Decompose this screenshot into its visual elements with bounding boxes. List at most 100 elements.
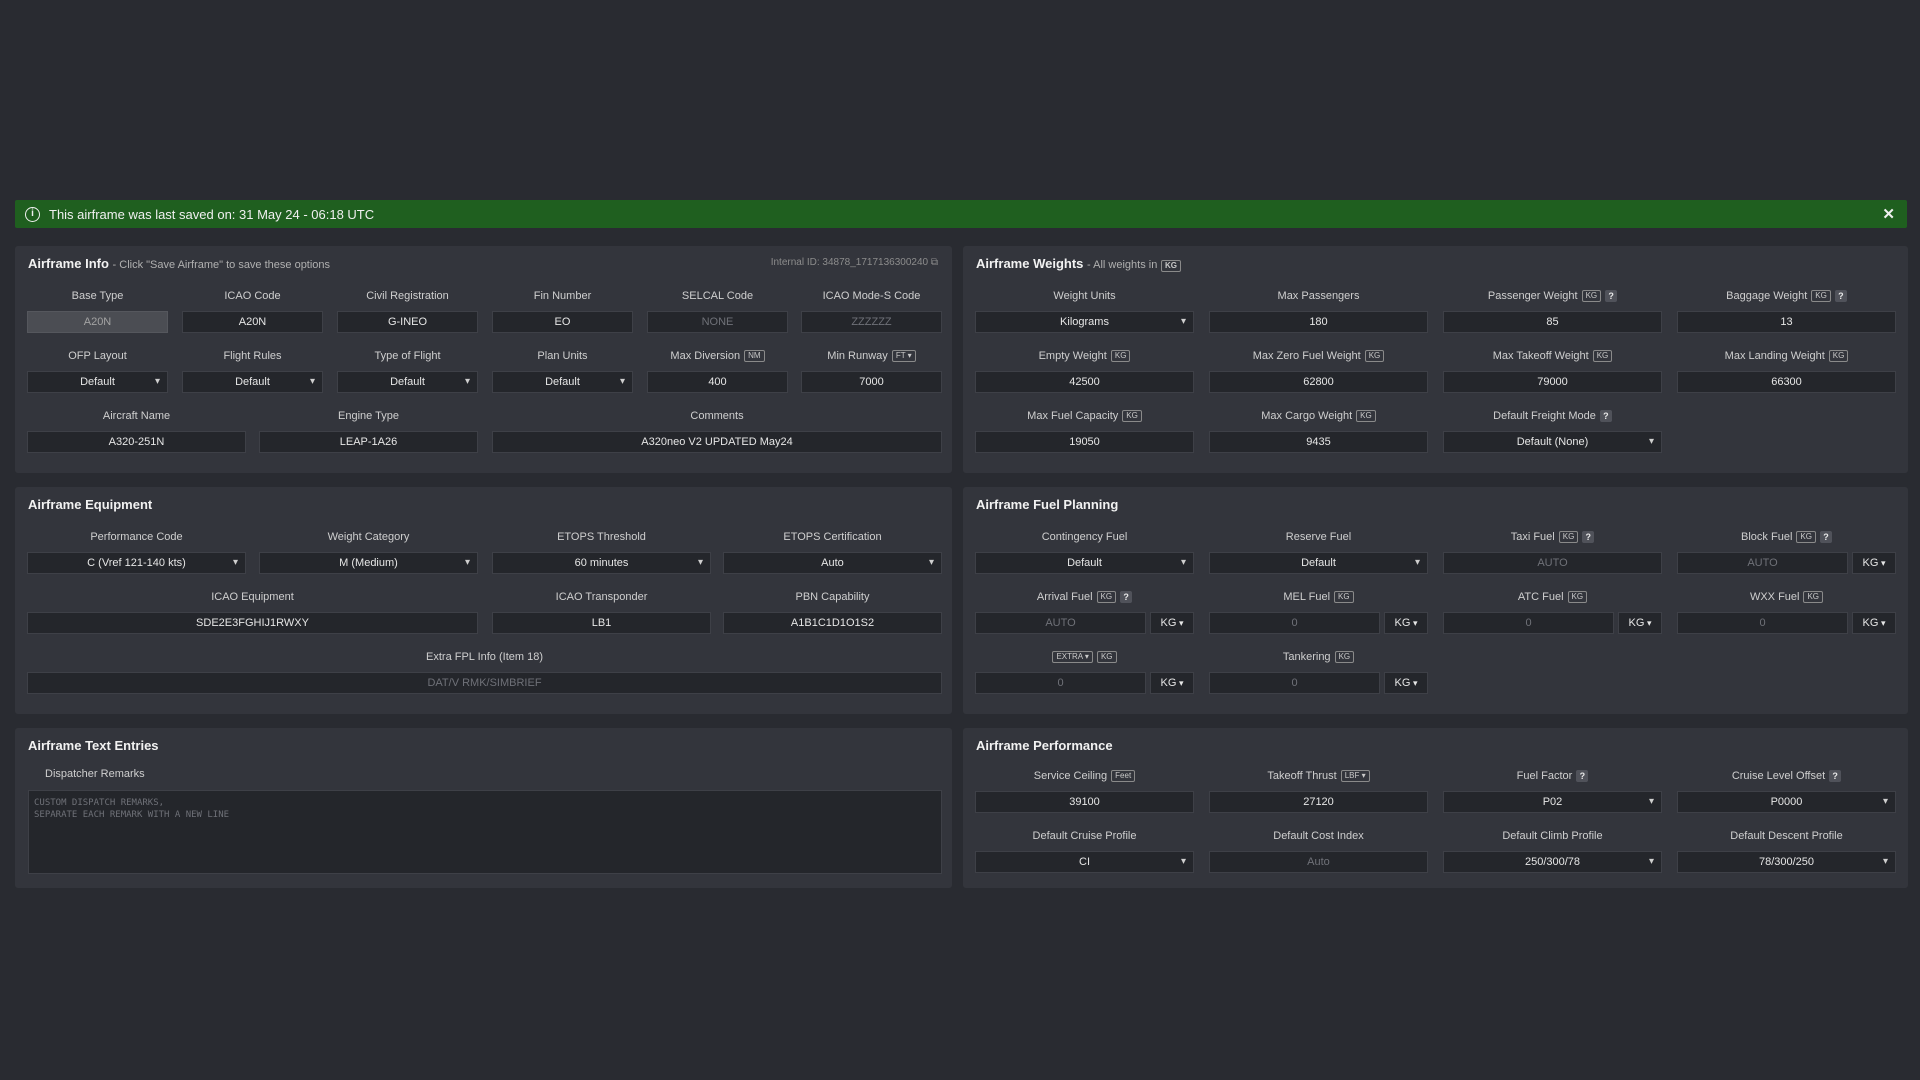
- cost-index-input[interactable]: Auto: [1209, 851, 1428, 873]
- max-fuel-input[interactable]: 19050: [975, 431, 1194, 453]
- performance-code-field: Performance Code C (Vref 121-140 kts): [27, 529, 246, 574]
- selcal-input[interactable]: NONE: [647, 311, 788, 333]
- freight-mode-select[interactable]: Default (None): [1443, 431, 1662, 453]
- airframe-fuel-panel: Airframe Fuel Planning Contingency Fuel …: [963, 487, 1908, 714]
- help-icon[interactable]: ?: [1834, 290, 1847, 302]
- help-icon[interactable]: ?: [1599, 410, 1612, 422]
- help-icon[interactable]: ?: [1582, 531, 1595, 543]
- unit-select[interactable]: KG: [1384, 672, 1428, 694]
- contingency-fuel-select[interactable]: Default: [975, 552, 1194, 574]
- extra-fpl-input[interactable]: DAT/V RMK/SIMBRIEF: [27, 672, 942, 694]
- save-status-banner: i This airframe was last saved on: 31 Ma…: [15, 200, 1907, 228]
- cruise-level-offset-select[interactable]: P0000: [1677, 791, 1896, 813]
- help-icon[interactable]: ?: [1819, 531, 1832, 543]
- reserve-fuel-field: Reserve Fuel Default: [1209, 529, 1428, 574]
- service-ceiling-input[interactable]: 39100: [975, 791, 1194, 813]
- dispatcher-remarks-textarea[interactable]: CUSTOM DISPATCH REMARKS, SEPARATE EACH R…: [28, 790, 942, 874]
- max-cargo-field: Max Cargo Weight KG 9435: [1209, 408, 1428, 453]
- fuel-factor-select[interactable]: P02: [1443, 791, 1662, 813]
- flight-rules-select[interactable]: Default: [182, 371, 323, 393]
- copy-icon[interactable]: ⧉: [930, 257, 938, 268]
- icao-equipment-input[interactable]: SDE2E3FGHIJ1RWXY: [27, 612, 478, 634]
- arrival-fuel-input[interactable]: AUTO: [975, 612, 1146, 634]
- etops-threshold-select[interactable]: 60 minutes: [492, 552, 711, 574]
- mode-s-input[interactable]: ZZZZZZ: [801, 311, 942, 333]
- panel-title: Airframe Weights - All weights in KG: [976, 256, 1181, 272]
- icao-equipment-field: ICAO Equipment SDE2E3FGHIJ1RWXY: [27, 589, 478, 634]
- descent-profile-select[interactable]: 78/300/250: [1677, 851, 1896, 873]
- comments-input[interactable]: A320neo V2 UPDATED May24: [492, 431, 942, 453]
- icao-transponder-input[interactable]: LB1: [492, 612, 711, 634]
- fin-number-input[interactable]: EO: [492, 311, 633, 333]
- help-icon[interactable]: ?: [1605, 290, 1618, 302]
- baggage-weight-input[interactable]: 13: [1677, 311, 1896, 333]
- block-fuel-input[interactable]: AUTO: [1677, 552, 1848, 574]
- weight-category-select[interactable]: M (Medium): [259, 552, 478, 574]
- info-icon: i: [25, 206, 40, 222]
- climb-profile-field: Default Climb Profile 250/300/78: [1443, 828, 1662, 873]
- tankering-input[interactable]: 0: [1209, 672, 1380, 694]
- atc-fuel-input[interactable]: 0: [1443, 612, 1614, 634]
- extra-fuel-type-dropdown[interactable]: EXTRA: [1052, 651, 1093, 663]
- help-icon[interactable]: ?: [1120, 591, 1133, 603]
- flight-rules-field: Flight Rules Default: [182, 348, 323, 393]
- ofp-layout-select[interactable]: Default: [27, 371, 168, 393]
- cruise-profile-select[interactable]: CI: [975, 851, 1194, 873]
- civil-registration-input[interactable]: G-INEO: [337, 311, 478, 333]
- passenger-weight-input[interactable]: 85: [1443, 311, 1662, 333]
- unit-select[interactable]: KG: [1384, 612, 1428, 634]
- selcal-field: SELCAL Code NONE: [647, 288, 788, 333]
- pbn-capability-input[interactable]: A1B1C1D1O1S2: [723, 612, 942, 634]
- weight-units-field: Weight Units Kilograms: [975, 288, 1194, 333]
- max-diversion-input[interactable]: 400: [647, 371, 788, 393]
- cruise-profile-field: Default Cruise Profile CI: [975, 828, 1194, 873]
- panel-title: Airframe Fuel Planning: [976, 497, 1119, 512]
- base-type-input[interactable]: A20N: [27, 311, 168, 333]
- unit-dropdown[interactable]: FT: [891, 350, 916, 362]
- airframe-performance-panel: Airframe Performance Service Ceiling Feet…: [963, 728, 1908, 888]
- unit-select[interactable]: KG: [1618, 612, 1662, 634]
- close-icon[interactable]: ✕: [1882, 206, 1895, 223]
- takeoff-thrust-input[interactable]: 27120: [1209, 791, 1428, 813]
- mtow-field: Max Takeoff Weight KG 79000: [1443, 348, 1662, 393]
- weight-units-select[interactable]: Kilograms: [975, 311, 1194, 333]
- panel-title: Airframe Equipment: [28, 497, 153, 512]
- cruise-level-offset-field: Cruise Level Offset? P0000: [1677, 768, 1896, 813]
- mzfw-input[interactable]: 62800: [1209, 371, 1428, 393]
- taxi-fuel-input[interactable]: AUTO: [1443, 552, 1662, 574]
- mtow-input[interactable]: 79000: [1443, 371, 1662, 393]
- aircraft-name-input[interactable]: A320-251N: [27, 431, 246, 453]
- icao-code-input[interactable]: A20N: [182, 311, 323, 333]
- contingency-fuel-field: Contingency Fuel Default: [975, 529, 1194, 574]
- unit-select[interactable]: KG: [1150, 612, 1194, 634]
- type-of-flight-select[interactable]: Default: [337, 371, 478, 393]
- min-runway-input[interactable]: 7000: [801, 371, 942, 393]
- performance-code-select[interactable]: C (Vref 121-140 kts): [27, 552, 246, 574]
- max-cargo-input[interactable]: 9435: [1209, 431, 1428, 453]
- climb-profile-select[interactable]: 250/300/78: [1443, 851, 1662, 873]
- reserve-fuel-select[interactable]: Default: [1209, 552, 1428, 574]
- arrival-fuel-field: Arrival Fuel KG? AUTO KG: [975, 589, 1194, 634]
- engine-type-field: Engine Type LEAP-1A26: [259, 408, 478, 453]
- unit-select[interactable]: KG: [1150, 672, 1194, 694]
- unit-dropdown[interactable]: LBF: [1340, 770, 1370, 782]
- max-passengers-input[interactable]: 180: [1209, 311, 1428, 333]
- plan-units-select[interactable]: Default: [492, 371, 633, 393]
- etops-cert-select[interactable]: Auto: [723, 552, 942, 574]
- empty-weight-input[interactable]: 42500: [975, 371, 1194, 393]
- help-icon[interactable]: ?: [1829, 770, 1842, 782]
- help-icon[interactable]: ?: [1576, 770, 1589, 782]
- icao-code-field: ICAO Code A20N: [182, 288, 323, 333]
- wxx-fuel-input[interactable]: 0: [1677, 612, 1848, 634]
- unit-select[interactable]: KG: [1852, 552, 1896, 574]
- weight-category-field: Weight Category M (Medium): [259, 529, 478, 574]
- mel-fuel-input[interactable]: 0: [1209, 612, 1380, 634]
- unit-select[interactable]: KG: [1852, 612, 1896, 634]
- empty-weight-field: Empty Weight KG 42500: [975, 348, 1194, 393]
- mlw-input[interactable]: 66300: [1677, 371, 1896, 393]
- extra-fuel-input[interactable]: 0: [975, 672, 1146, 694]
- engine-type-input[interactable]: LEAP-1A26: [259, 431, 478, 453]
- cost-index-field: Default Cost Index Auto: [1209, 828, 1428, 873]
